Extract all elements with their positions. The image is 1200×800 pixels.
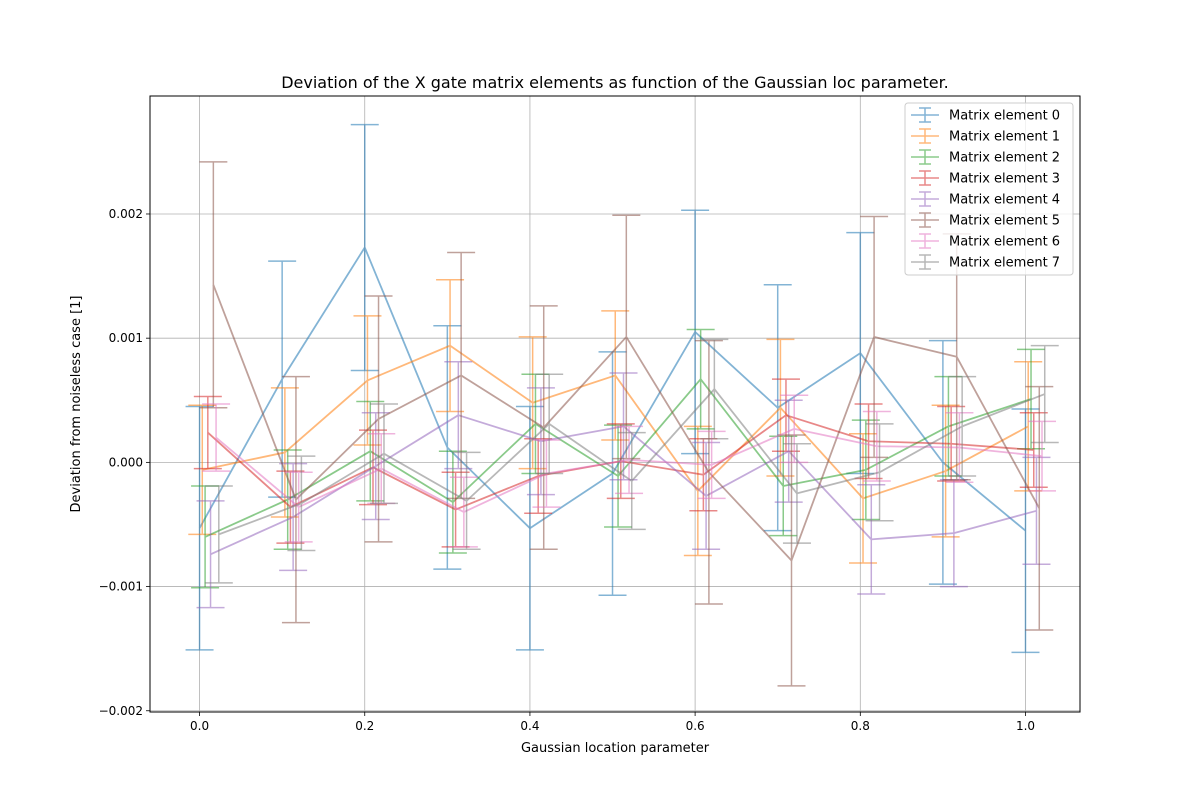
legend-swatch [911,233,939,249]
legend-swatch [911,107,939,123]
series-7 [204,338,1059,584]
legend-swatch [911,254,939,270]
plot-frame [149,95,1081,713]
series-6 [202,394,1057,548]
chart-title: Deviation of the X gate matrix elements … [281,73,949,92]
legend-box [904,102,1074,276]
legend-swatch [911,170,939,186]
legend-label: Matrix element 1 [949,130,1060,145]
y-axis-label: Deviation from noiseless case [1] [69,296,84,513]
y-tick-label: 0.000 [109,455,143,469]
series-line [204,378,1032,538]
x-axis-ticks: 0.0 0.2 0.4 0.6 0.8 1.0 [190,712,1035,733]
legend-swatch [911,191,939,207]
y-tick-label: 0.002 [109,207,143,221]
x-axis-label: Gaussian location parameter [521,741,710,756]
legend-swatch [911,212,939,228]
series-layer [185,123,1059,687]
series-line [215,427,1043,513]
series-line [218,388,1046,536]
legend: Matrix element 0 Matrix element 1 Matrix e… [904,102,1074,276]
x-tick-label: 0.4 [520,719,539,733]
legend-label: Matrix element 7 [949,256,1060,271]
legend-label: Matrix element 3 [949,172,1060,187]
y-tick-label: −0.001 [99,580,143,594]
x-tick-label: 0.6 [686,719,705,733]
legend-swatch [911,149,939,165]
y-axis-ticks: −0.002 −0.001 0.000 0.001 0.002 [99,207,150,718]
series-2 [191,328,1046,589]
x-tick-label: 0.2 [355,719,374,733]
series-5 [199,161,1054,687]
y-tick-label: 0.001 [109,331,143,345]
legend-label: Matrix element 6 [949,235,1060,250]
legend-label: Matrix element 5 [949,214,1060,229]
legend-label: Matrix element 4 [949,193,1060,208]
legend-label: Matrix element 0 [949,109,1060,124]
legend-label: Matrix element 2 [949,151,1060,166]
x-tick-label: 1.0 [1016,719,1035,733]
legend-swatch [911,128,939,144]
y-tick-label: −0.002 [99,704,143,718]
x-tick-label: 0.0 [190,719,209,733]
series-line [212,284,1041,562]
series-line [202,344,1029,500]
x-tick-label: 0.8 [851,719,870,733]
